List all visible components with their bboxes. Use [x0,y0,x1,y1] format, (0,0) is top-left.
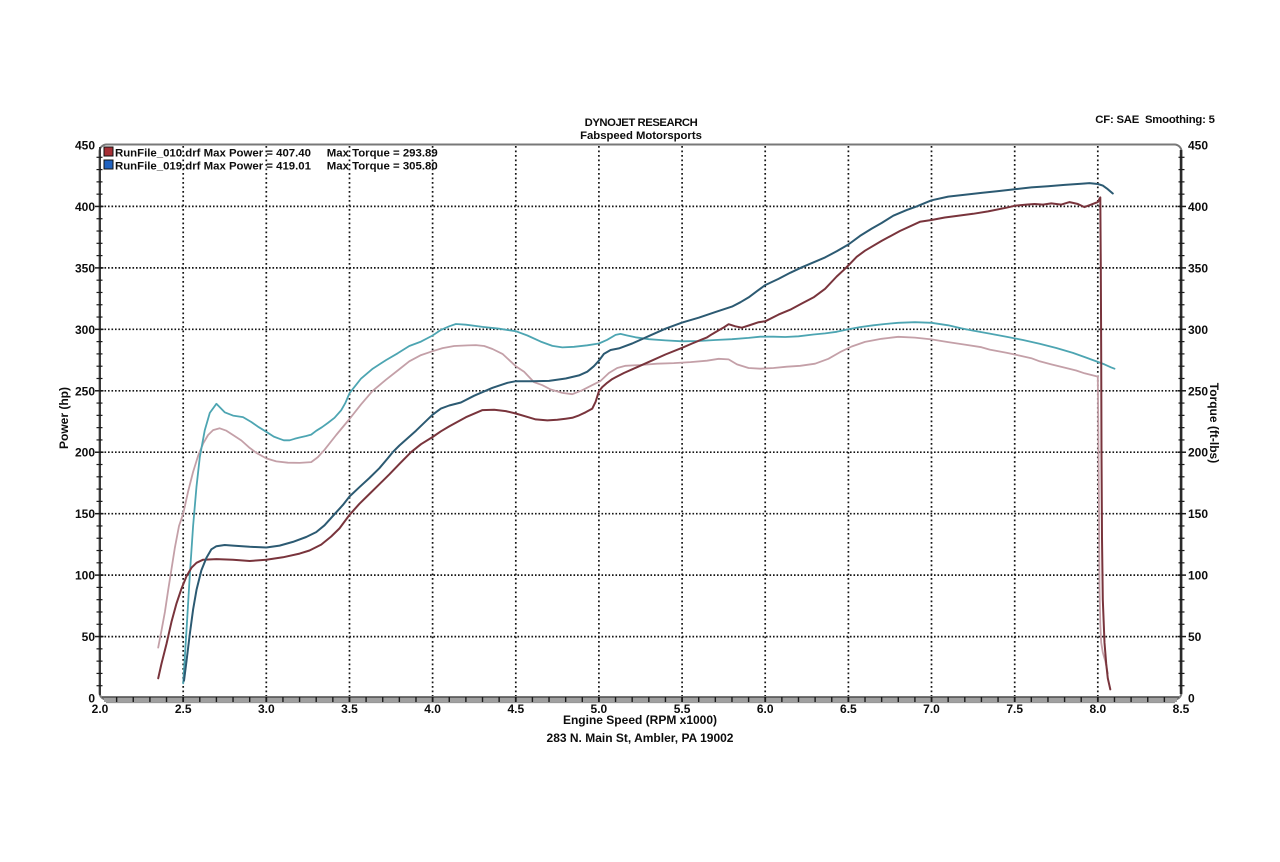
svg-text:7.5: 7.5 [1006,702,1023,716]
svg-text:Fabspeed Motorsports: Fabspeed Motorsports [580,130,702,142]
svg-text:RunFile_010.drf Max Power = 40: RunFile_010.drf Max Power = 407.40 Max T… [115,148,438,160]
svg-text:6.5: 6.5 [840,702,857,716]
svg-text:3.5: 3.5 [341,702,358,716]
svg-text:CF: SAE Smoothing: 5: CF: SAE Smoothing: 5 [1095,114,1214,126]
svg-text:250: 250 [75,384,95,398]
svg-text:150: 150 [75,507,95,521]
svg-text:2.5: 2.5 [175,702,192,716]
svg-text:300: 300 [75,323,95,337]
svg-text:300: 300 [1188,323,1208,337]
svg-text:450: 450 [75,139,95,153]
svg-text:100: 100 [75,569,95,583]
svg-text:6.0: 6.0 [757,702,774,716]
svg-text:4.0: 4.0 [424,702,441,716]
svg-text:450: 450 [1188,139,1208,153]
svg-text:150: 150 [1188,507,1208,521]
svg-text:283 N. Main St, Ambler, PA 190: 283 N. Main St, Ambler, PA 19002 [547,731,734,745]
svg-text:2.0: 2.0 [92,702,109,716]
svg-text:RunFile_019.drf Max Power = 41: RunFile_019.drf Max Power = 419.01 Max T… [115,161,438,173]
svg-text:200: 200 [75,446,95,460]
svg-text:400: 400 [75,200,95,214]
svg-text:8.0: 8.0 [1089,702,1106,716]
svg-text:350: 350 [1188,261,1208,275]
svg-text:200: 200 [1188,446,1208,460]
svg-text:4.5: 4.5 [507,702,524,716]
svg-text:50: 50 [82,630,96,644]
svg-text:0: 0 [1188,692,1195,706]
svg-text:Torque (ft-lbs): Torque (ft-lbs) [1207,383,1221,463]
svg-text:3.0: 3.0 [258,702,275,716]
svg-text:100: 100 [1188,569,1208,583]
svg-text:8.5: 8.5 [1173,702,1190,716]
svg-text:Power (hp): Power (hp) [57,387,71,449]
svg-text:400: 400 [1188,200,1208,214]
svg-text:50: 50 [1188,630,1202,644]
svg-text:DYNOJET RESEARCH: DYNOJET RESEARCH [585,117,698,129]
svg-text:Engine Speed (RPM x1000): Engine Speed (RPM x1000) [563,713,717,727]
svg-text:5.5: 5.5 [674,702,691,716]
svg-text:5.0: 5.0 [591,702,608,716]
svg-text:7.0: 7.0 [923,702,940,716]
svg-text:250: 250 [1188,384,1208,398]
svg-text:350: 350 [75,261,95,275]
svg-text:0: 0 [88,692,95,706]
